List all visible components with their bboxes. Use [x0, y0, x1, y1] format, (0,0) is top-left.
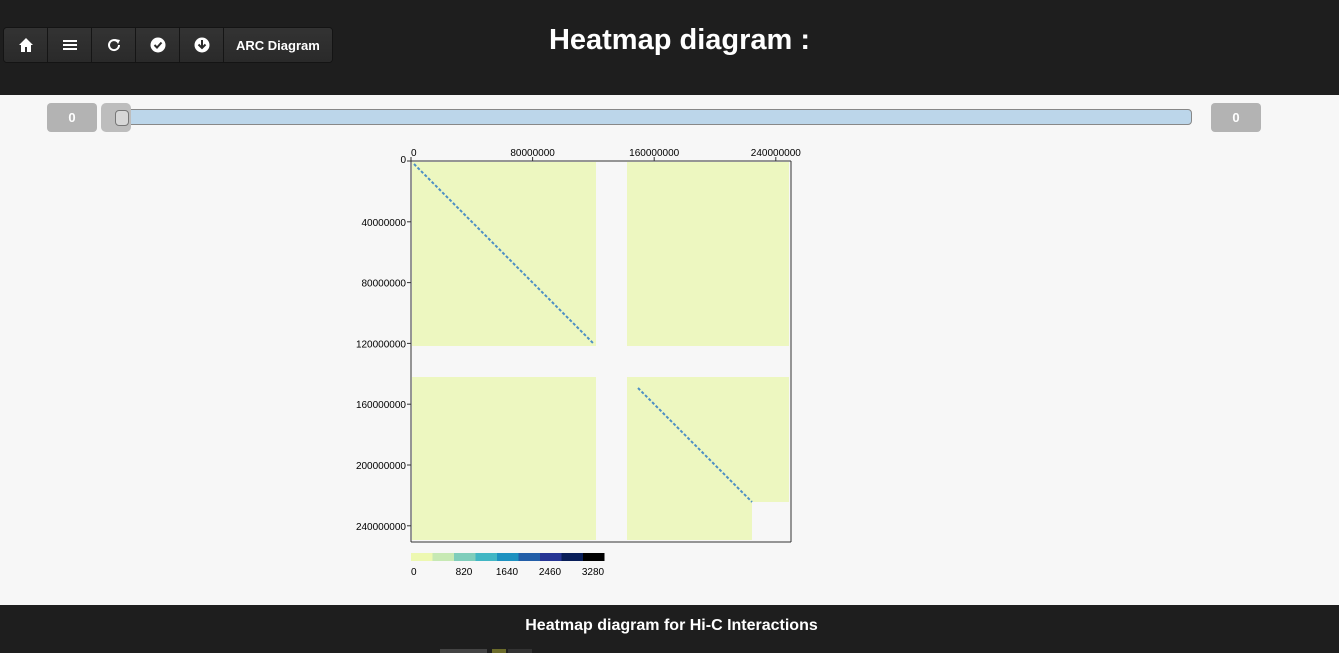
colorbar-tick-label: 2460 — [539, 567, 562, 578]
toolbar: ARC Diagram — [3, 27, 333, 63]
range-max-box: 0 — [1211, 103, 1261, 132]
download-icon — [194, 37, 209, 53]
download-button[interactable] — [180, 28, 224, 62]
heatmap-block-4 — [627, 377, 789, 502]
heatmap-block-2 — [627, 162, 789, 346]
refresh-icon — [107, 39, 120, 52]
header-bar: ARC Diagram Heatmap diagram : — [0, 0, 1339, 95]
y-tick-label: 160000000 — [356, 400, 406, 411]
check-icon — [150, 37, 165, 53]
colorbar-swatch — [432, 553, 454, 561]
range-slider-handle[interactable] — [101, 103, 131, 132]
footer-caption: Heatmap diagram for Hi-C Interactions — [525, 617, 818, 634]
diagonal-interactions-2 — [637, 387, 753, 503]
range-min-box: 0 — [47, 103, 97, 132]
footer-tab-3[interactable] — [508, 649, 532, 653]
heatmap-block-5 — [627, 502, 752, 540]
x-tick-label: 160000000 — [629, 148, 679, 159]
colorbar-swatch — [518, 553, 540, 561]
colorbar-tick-label: 820 — [456, 567, 473, 578]
menu-button[interactable] — [48, 28, 92, 62]
arc-diagram-button[interactable]: ARC Diagram — [224, 28, 332, 62]
y-tick-label: 40000000 — [362, 218, 407, 229]
x-tick-label: 80000000 — [510, 148, 555, 159]
y-tick-label: 120000000 — [356, 339, 406, 350]
menu-icon — [62, 40, 77, 50]
slider-grip — [115, 110, 129, 126]
page-title: Heatmap diagram : — [548, 24, 811, 56]
y-tick-label: 240000000 — [356, 522, 406, 533]
home-button[interactable] — [4, 28, 48, 62]
footer-tab-2[interactable] — [492, 649, 506, 653]
colorbar-tick-label: 0 — [411, 567, 417, 578]
y-tick-label: 0 — [400, 155, 406, 166]
diagonal-interactions-1 — [413, 163, 595, 345]
confirm-button[interactable] — [136, 28, 180, 62]
colorbar-swatch — [497, 553, 519, 561]
colorbar-swatch — [540, 553, 562, 561]
footer-tab-1[interactable] — [440, 649, 487, 653]
colorbar-tick-label: 3280 — [582, 567, 605, 578]
y-tick-label: 200000000 — [356, 461, 406, 472]
x-tick-label: 0 — [411, 148, 417, 159]
colorbar-swatch — [411, 553, 433, 561]
refresh-button[interactable] — [92, 28, 136, 62]
x-tick-label: 240000000 — [751, 148, 801, 159]
colorbar-swatch — [475, 553, 497, 561]
home-icon — [18, 38, 33, 52]
heatmap-block-3 — [412, 377, 596, 540]
colorbar-tick-label: 1640 — [496, 567, 519, 578]
colorbar-swatch — [561, 553, 583, 561]
colorbar-swatch — [583, 553, 605, 561]
colorbar-swatch — [454, 553, 476, 561]
footer-bar: Heatmap diagram for Hi-C Interactions — [0, 605, 1339, 653]
y-tick-label: 80000000 — [362, 279, 407, 290]
